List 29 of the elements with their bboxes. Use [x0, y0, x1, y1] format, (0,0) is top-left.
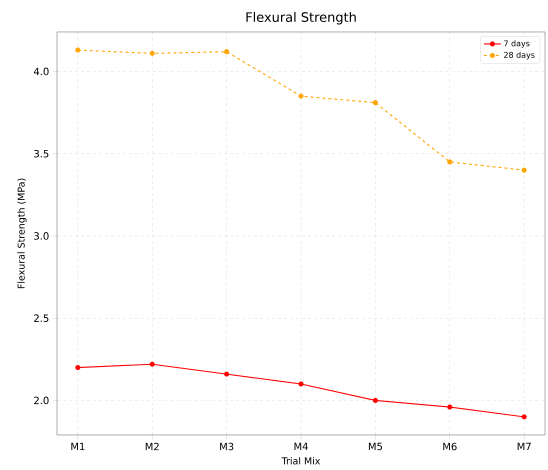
x-tick-label: M4 [294, 442, 308, 450]
y-tick-label: 3.5 [34, 150, 48, 158]
point [447, 159, 452, 164]
point [522, 414, 527, 420]
point [298, 381, 304, 387]
y-tick-label: 2.5 [34, 314, 48, 322]
chart-title: Flexural Strength [246, 12, 356, 24]
point [224, 372, 230, 377]
x-tick-label: M3 [220, 442, 234, 450]
x-tick-label: M5 [368, 442, 382, 450]
x-tick-label: M7 [518, 442, 531, 450]
y-tick-label: 4.0 [34, 68, 49, 76]
point [150, 50, 155, 56]
point [447, 404, 452, 410]
point [75, 48, 80, 53]
point [522, 168, 527, 173]
x-tick-label: M2 [146, 442, 159, 450]
point [150, 362, 155, 367]
point [372, 398, 378, 403]
x-tick-label: M6 [443, 442, 457, 450]
y-tick-label: 2.0 [34, 396, 49, 404]
point [224, 49, 230, 54]
x-axis-title: Trial Mix [282, 457, 320, 464]
y-tick-label: 3.0 [34, 232, 49, 240]
point [75, 365, 80, 370]
y-axis-title: Flexural Strength (MPa) [17, 178, 27, 288]
point [298, 94, 304, 99]
point [372, 100, 378, 106]
x-tick-label: M1 [71, 442, 84, 450]
